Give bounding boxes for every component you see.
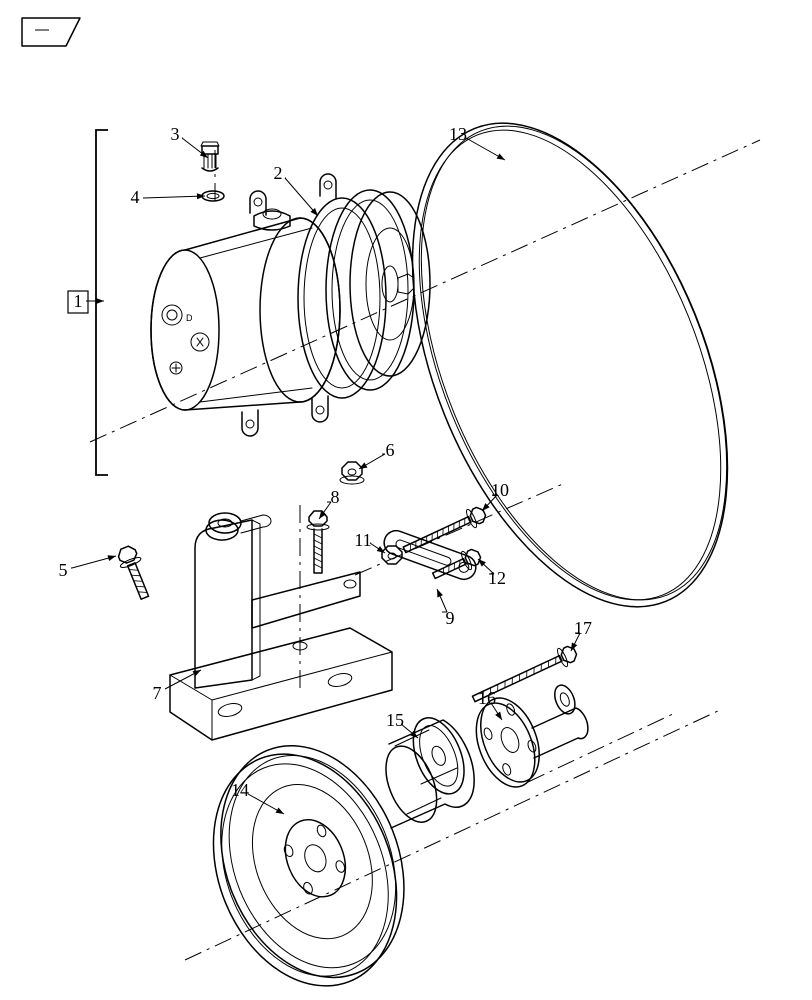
callout-3: 3 (171, 124, 209, 158)
part-4-washer (202, 191, 224, 201)
callout-label-17: 17 (574, 618, 592, 638)
part-6-nut (340, 462, 364, 484)
callout-label-7: 7 (153, 683, 162, 703)
part-9-strap (381, 527, 479, 582)
bolt-axis-17 (528, 713, 675, 782)
callout-label-1: 1 (74, 291, 83, 311)
callout-14: 14 (231, 780, 284, 814)
callout-7: 7 (153, 670, 202, 703)
callout-17: 17 (571, 618, 592, 651)
part-14-pulley (180, 718, 437, 1000)
callout-1: 1 (68, 291, 104, 313)
callout-label-15: 15 (386, 710, 404, 730)
callout-13: 13 (449, 124, 505, 160)
callout-11: 11 (354, 530, 385, 553)
callout-15: 15 (386, 710, 418, 738)
callout-label-6: 6 (386, 440, 395, 460)
callout-label-2: 2 (274, 163, 283, 183)
callout-label-14: 14 (231, 780, 249, 800)
callout-9: 9 (437, 589, 455, 628)
callout-label-10: 10 (491, 480, 509, 500)
callout-label-11: 11 (354, 530, 371, 550)
callout-label-8: 8 (331, 487, 340, 507)
callout-label-13: 13 (449, 124, 467, 144)
callout-label-5: 5 (59, 560, 68, 580)
callout-4: 4 (131, 187, 206, 207)
part-2-compressor: D (151, 174, 430, 436)
callout-label-4: 4 (131, 187, 140, 207)
callout-2: 2 (274, 163, 319, 216)
svg-text:D: D (186, 313, 193, 323)
page-badge-icon (22, 18, 80, 46)
callout-12: 12 (478, 559, 506, 588)
part-5-bolt (114, 544, 155, 602)
callout-5: 5 (59, 555, 117, 580)
callout-label-3: 3 (171, 124, 180, 144)
callout-6: 6 (359, 440, 395, 469)
callout-label-9: 9 (446, 608, 455, 628)
callout-label-12: 12 (488, 568, 506, 588)
callout-label-16: 16 (478, 688, 496, 708)
part-8-bolt (307, 511, 329, 573)
part-13-belt (349, 78, 790, 652)
callout-8: 8 (319, 487, 340, 519)
